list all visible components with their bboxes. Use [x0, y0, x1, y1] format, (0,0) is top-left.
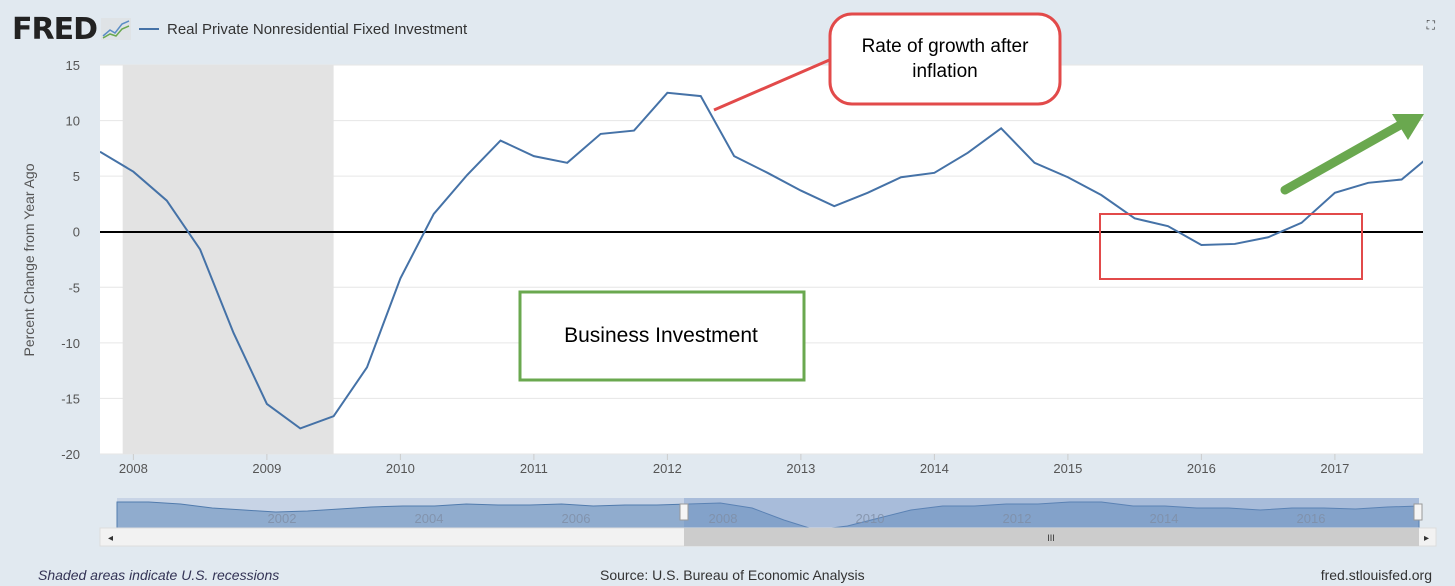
data-point — [98, 150, 102, 154]
data-point — [1333, 191, 1337, 195]
data-point — [1199, 243, 1203, 247]
scrollbar-thumb[interactable] — [684, 528, 1419, 546]
data-point — [198, 247, 202, 251]
data-point — [966, 151, 970, 155]
data-point — [165, 199, 169, 203]
legend-line — [139, 28, 159, 30]
green-arrow-head — [1392, 114, 1424, 140]
navigator-label: 2006 — [562, 511, 591, 526]
data-point — [1033, 161, 1037, 165]
data-point — [1233, 242, 1237, 246]
business-investment-box — [518, 290, 806, 382]
data-point — [699, 94, 703, 98]
y-tick-label: 10 — [66, 114, 80, 129]
series-title[interactable]: Real Private Nonresidential Fixed Invest… — [167, 20, 468, 38]
highlight-rect — [1099, 213, 1363, 280]
recession-shading — [122, 65, 334, 454]
x-tick-label: 2012 — [653, 461, 682, 476]
navigator-label: 2010 — [856, 511, 885, 526]
site-link[interactable]: fred.stlouisfed.org — [1320, 567, 1432, 583]
navigator-label: 2004 — [415, 511, 444, 526]
callout-text-2: inflation — [912, 61, 978, 82]
y-tick-label: 0 — [73, 225, 80, 240]
x-tick-label: 2015 — [1053, 461, 1082, 476]
navigator-handle-right[interactable] — [1413, 503, 1423, 521]
callout-pointer — [713, 56, 835, 112]
data-point — [465, 173, 469, 177]
data-point — [599, 132, 603, 136]
data-point — [298, 426, 302, 430]
data-point — [131, 170, 135, 174]
navigator-label: 2014 — [1150, 511, 1179, 526]
data-point — [365, 365, 369, 369]
y-tick-label: 15 — [66, 58, 80, 73]
scrollbar-grip-icon: III — [1047, 533, 1055, 543]
x-tick-label: 2016 — [1187, 461, 1216, 476]
data-point — [1166, 224, 1170, 228]
chart-header: FRED Real Private Nonresidential Fixed I… — [12, 11, 468, 47]
fred-logo: FRED — [12, 11, 98, 47]
chart: 15 10 5 0 -5 -10 -15 -20 2008 2009 2010 2011 2012 201… — [21, 12, 1437, 547]
data-point — [932, 171, 936, 175]
data-point — [1133, 216, 1137, 220]
data-point — [766, 171, 770, 175]
navigator-label: 2016 — [1297, 511, 1326, 526]
data-point — [799, 189, 803, 193]
callout-box — [828, 12, 1062, 106]
data-point — [432, 212, 436, 216]
data-point — [1366, 181, 1370, 185]
data-point — [1400, 177, 1404, 181]
navigator-label: 2008 — [709, 511, 738, 526]
y-tick-label: -10 — [61, 336, 80, 351]
data-point — [832, 204, 836, 208]
y-tick-label: -5 — [68, 280, 80, 295]
data-point — [232, 331, 236, 335]
source-text: Source: U.S. Bureau of Economic Analysis — [600, 567, 865, 583]
navigator-label: 2002 — [268, 511, 297, 526]
data-point — [866, 191, 870, 195]
x-tick-label: 2010 — [386, 461, 415, 476]
navigator-handle-left[interactable] — [679, 503, 689, 521]
expand-icon[interactable]: ⛶ — [1426, 18, 1435, 32]
data-point — [665, 91, 669, 95]
data-point — [565, 161, 569, 165]
data-point — [1266, 235, 1270, 239]
data-point — [1300, 221, 1304, 225]
x-tick-label: 2009 — [252, 461, 281, 476]
data-point — [1099, 193, 1103, 197]
y-tick-label: 5 — [73, 169, 80, 184]
business-investment-label: Business Investment — [564, 324, 758, 347]
y-tick-label: -15 — [61, 391, 80, 406]
data-point — [532, 154, 536, 158]
series-line — [100, 91, 1423, 430]
callout-text-1: Rate of growth after — [862, 36, 1030, 57]
x-tick-label: 2017 — [1320, 461, 1349, 476]
x-tick-label: 2013 — [786, 461, 815, 476]
data-point — [265, 402, 269, 406]
data-point — [899, 175, 903, 179]
scroll-right-icon[interactable]: ▸ — [1424, 533, 1429, 544]
data-point — [332, 414, 336, 418]
scroll-left-icon[interactable]: ◂ — [108, 533, 113, 544]
data-point — [632, 129, 636, 133]
y-tick-label: -20 — [61, 447, 80, 462]
green-arrow-shaft — [1280, 119, 1407, 195]
data-point — [999, 126, 1003, 130]
navigator-label: 2012 — [1003, 511, 1032, 526]
navigator-series — [116, 501, 1420, 531]
chart-logo-icon — [101, 18, 131, 40]
data-point — [499, 139, 503, 143]
recession-note: Shaded areas indicate U.S. recessions — [38, 567, 280, 583]
x-tick-label: 2008 — [119, 461, 148, 476]
y-axis-label: Percent Change from Year Ago — [21, 163, 37, 356]
data-point — [398, 276, 402, 280]
data-point — [1066, 175, 1070, 179]
x-tick-label: 2014 — [920, 461, 949, 476]
x-tick-label: 2011 — [520, 461, 548, 476]
data-point — [732, 154, 736, 158]
navigator-selection[interactable] — [684, 498, 1419, 528]
